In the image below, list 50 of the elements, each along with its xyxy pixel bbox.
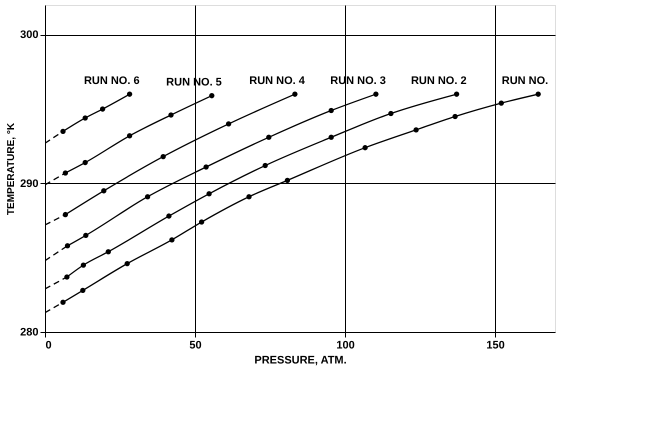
y-tick-label: 280 bbox=[20, 326, 38, 338]
point bbox=[266, 134, 272, 140]
x-tick-label: 50 bbox=[189, 340, 202, 352]
point bbox=[413, 127, 419, 132]
point bbox=[169, 237, 175, 242]
point bbox=[101, 188, 106, 194]
point bbox=[454, 92, 460, 97]
series-label: RUN NO. 4 bbox=[249, 75, 306, 88]
point bbox=[82, 160, 88, 166]
point bbox=[373, 92, 379, 97]
point bbox=[452, 114, 458, 120]
point bbox=[80, 288, 86, 294]
point bbox=[82, 115, 88, 121]
point bbox=[83, 232, 88, 238]
series-label: RUN NO. 6 bbox=[84, 75, 140, 88]
x-tick-label: 0 bbox=[46, 340, 52, 352]
x-tick-label: 150 bbox=[486, 340, 505, 352]
point bbox=[106, 249, 111, 254]
point bbox=[362, 145, 368, 150]
y-axis-title: TEMPERATURE, °K bbox=[6, 122, 18, 216]
y-tick-label: 300 bbox=[20, 29, 38, 42]
point bbox=[246, 194, 252, 200]
y-tick-label: 290 bbox=[20, 178, 38, 190]
point bbox=[388, 110, 394, 116]
series-label: RUN NO. bbox=[502, 75, 548, 88]
point bbox=[262, 162, 268, 168]
point bbox=[100, 106, 106, 112]
point bbox=[126, 92, 132, 97]
point bbox=[60, 300, 66, 305]
point bbox=[498, 100, 504, 106]
point bbox=[328, 108, 334, 114]
x-tick-label: 100 bbox=[336, 340, 355, 352]
point bbox=[226, 121, 232, 127]
point bbox=[328, 134, 334, 140]
point bbox=[160, 154, 166, 160]
point bbox=[206, 191, 212, 196]
point bbox=[166, 213, 172, 219]
point bbox=[168, 112, 174, 118]
point bbox=[198, 219, 204, 225]
point bbox=[209, 93, 214, 98]
point bbox=[203, 164, 209, 170]
point bbox=[124, 260, 130, 266]
point bbox=[292, 92, 298, 97]
x-axis-title: PRESSURE, ATM. bbox=[254, 354, 347, 366]
point bbox=[80, 262, 86, 268]
point bbox=[284, 178, 290, 184]
point bbox=[144, 194, 150, 200]
point bbox=[126, 133, 132, 138]
series-label: RUN NO. 2 bbox=[410, 75, 467, 88]
point bbox=[536, 92, 541, 97]
